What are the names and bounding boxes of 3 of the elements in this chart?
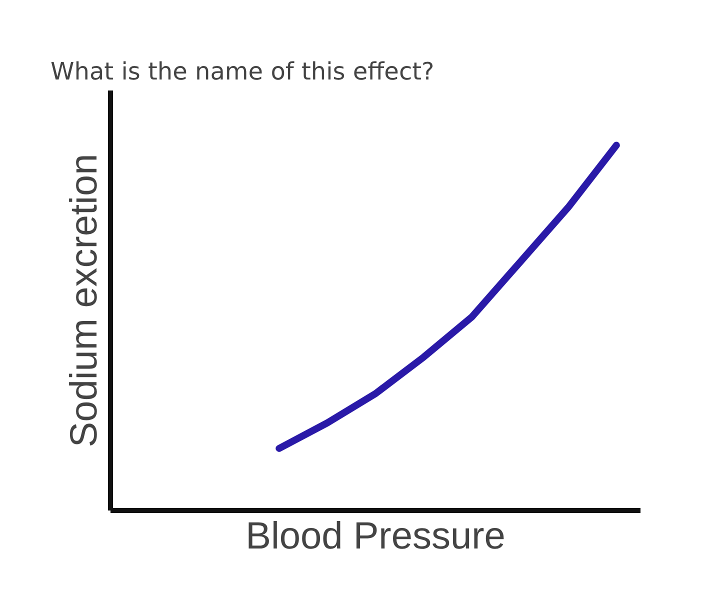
y-axis-title: Sodium excretion (64, 154, 106, 448)
chart-title: What is the name of this effect? (50, 58, 434, 86)
x-axis-title: Blood Pressure (246, 516, 506, 558)
